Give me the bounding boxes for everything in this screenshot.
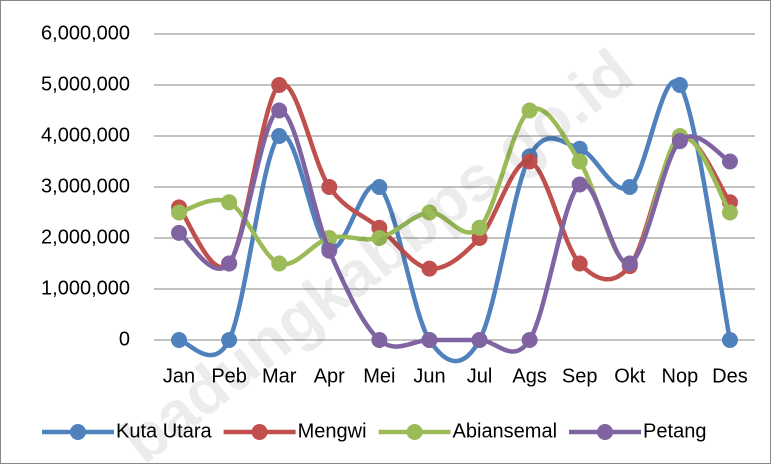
- x-tick-label: Nop: [662, 365, 699, 387]
- data-point: [571, 176, 588, 193]
- data-point: [271, 77, 288, 93]
- legend-label: Petang: [643, 420, 706, 442]
- data-point: [421, 204, 438, 221]
- y-tick-label: 0: [119, 328, 130, 350]
- data-point: [171, 204, 188, 221]
- x-tick-label: Okt: [614, 365, 646, 387]
- data-point: [471, 219, 488, 236]
- x-tick-label: Apr: [314, 365, 345, 387]
- data-point: [421, 332, 438, 348]
- data-point: [371, 230, 388, 246]
- y-tick-label: 4,000,000: [41, 124, 130, 146]
- x-tick-label: Mar: [262, 365, 297, 387]
- series-line: [178, 79, 733, 364]
- data-point: [621, 179, 638, 195]
- data-point: [321, 242, 338, 259]
- data-point: [571, 153, 588, 170]
- data-point: [371, 332, 388, 348]
- y-tick-label: 5,000,000: [41, 73, 130, 95]
- data-point: [321, 179, 338, 195]
- x-tick-label: Des: [712, 365, 748, 387]
- data-point: [621, 255, 638, 272]
- x-tick-label: Mei: [363, 365, 395, 387]
- data-point: [521, 332, 538, 348]
- y-tick-label: 1,000,000: [41, 277, 130, 299]
- data-point: [671, 77, 688, 93]
- x-tick-label: Ags: [512, 365, 546, 387]
- x-tick-label: Peb: [211, 365, 247, 387]
- legend-label: Kuta Utara: [116, 420, 212, 442]
- data-point: [671, 133, 688, 150]
- data-point: [221, 255, 238, 272]
- y-tick-label: 3,000,000: [41, 175, 130, 197]
- legend-marker: [251, 424, 268, 440]
- data-point: [271, 102, 288, 119]
- y-tick-label: 2,000,000: [41, 226, 130, 248]
- data-point: [171, 224, 188, 241]
- data-point: [521, 153, 538, 170]
- data-point: [421, 260, 438, 277]
- data-point: [721, 332, 738, 348]
- legend-label: Abiansemal: [453, 420, 558, 442]
- data-point: [521, 102, 538, 119]
- x-tick-label: Jan: [163, 365, 195, 387]
- x-tick-label: Sep: [562, 365, 598, 387]
- data-point: [271, 255, 288, 272]
- data-point: [271, 128, 288, 144]
- data-point: [471, 332, 488, 348]
- data-point: [371, 179, 388, 195]
- data-point: [171, 332, 188, 348]
- x-tick-label: Jun: [413, 365, 445, 387]
- data-point: [721, 204, 738, 221]
- legend-marker: [597, 424, 614, 440]
- legend-marker: [70, 424, 86, 440]
- legend-marker: [406, 424, 423, 440]
- y-tick-label: 6,000,000: [41, 22, 130, 44]
- data-point: [221, 332, 238, 348]
- legend-label: Mengwi: [298, 420, 367, 442]
- data-point: [721, 153, 738, 170]
- data-point: [571, 255, 588, 272]
- data-point: [221, 194, 238, 211]
- x-tick-label: Jul: [467, 365, 493, 387]
